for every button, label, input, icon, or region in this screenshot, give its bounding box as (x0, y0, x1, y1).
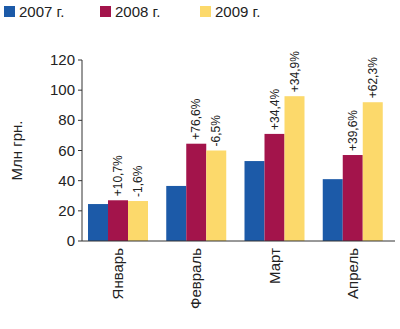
bar (285, 96, 305, 241)
y-tick (78, 60, 82, 61)
x-tick-label: Апрель (344, 248, 361, 299)
bar (166, 186, 186, 241)
change-label: +39,6% (346, 110, 360, 151)
change-label: -1,6% (131, 165, 145, 197)
change-label: +76,6% (189, 98, 203, 139)
bar (206, 151, 226, 242)
bars (88, 96, 383, 241)
y-tick (78, 150, 82, 151)
bar (363, 102, 383, 241)
bar (128, 201, 148, 241)
change-label: +62,3% (366, 57, 380, 98)
bar (245, 161, 265, 241)
y-tick (78, 241, 82, 242)
y-axis-line (82, 60, 83, 241)
change-label: +10,7% (111, 155, 125, 196)
legend: 2007 г. 2008 г. 2009 г. (4, 3, 260, 20)
legend-label: 2009 г. (215, 3, 260, 20)
bar (186, 144, 206, 241)
y-tick-label: 100 (50, 81, 75, 98)
change-label: +34,4% (268, 89, 282, 130)
x-axis-line (82, 241, 395, 242)
bar (88, 204, 108, 241)
x-tick-label: Январь (109, 248, 126, 300)
legend-label: 2008 г. (115, 3, 160, 20)
legend-swatch (4, 6, 15, 17)
x-tick-label: Март (266, 248, 283, 284)
bar (323, 179, 343, 241)
y-axis-label: Млн грн. (8, 121, 25, 181)
y-tick (78, 210, 82, 211)
annotations: +10,7% +76,6% +34,4% +39,6% -1,6% -6,5% +34,9%… (111, 51, 380, 197)
y-tick-label: 40 (58, 172, 75, 189)
bar (108, 200, 128, 241)
chart: 2007 г. 2008 г. 2009 г. Млн грн. 0 20 40 60 80 10… (0, 0, 400, 329)
y-tick-label: 20 (58, 202, 75, 219)
bar (265, 134, 285, 241)
bar (343, 155, 363, 241)
change-label: -6,5% (209, 115, 223, 147)
y-tick-label: 120 (50, 51, 75, 68)
y-tick (78, 90, 82, 91)
x-axis: Январь Февраль Март Апрель (109, 248, 361, 309)
change-label: +34,9% (288, 51, 302, 92)
x-tick-label: Февраль (187, 248, 204, 309)
y-tick (78, 120, 82, 121)
y-tick (78, 180, 82, 181)
y-tick-label: 80 (58, 111, 75, 128)
y-tick-label: 60 (58, 142, 75, 159)
y-axis: 0 20 40 60 80 100 120 (50, 51, 82, 249)
legend-swatch (200, 6, 211, 17)
y-tick-label: 0 (67, 232, 75, 249)
legend-label: 2007 г. (19, 3, 64, 20)
legend-swatch (100, 6, 111, 17)
